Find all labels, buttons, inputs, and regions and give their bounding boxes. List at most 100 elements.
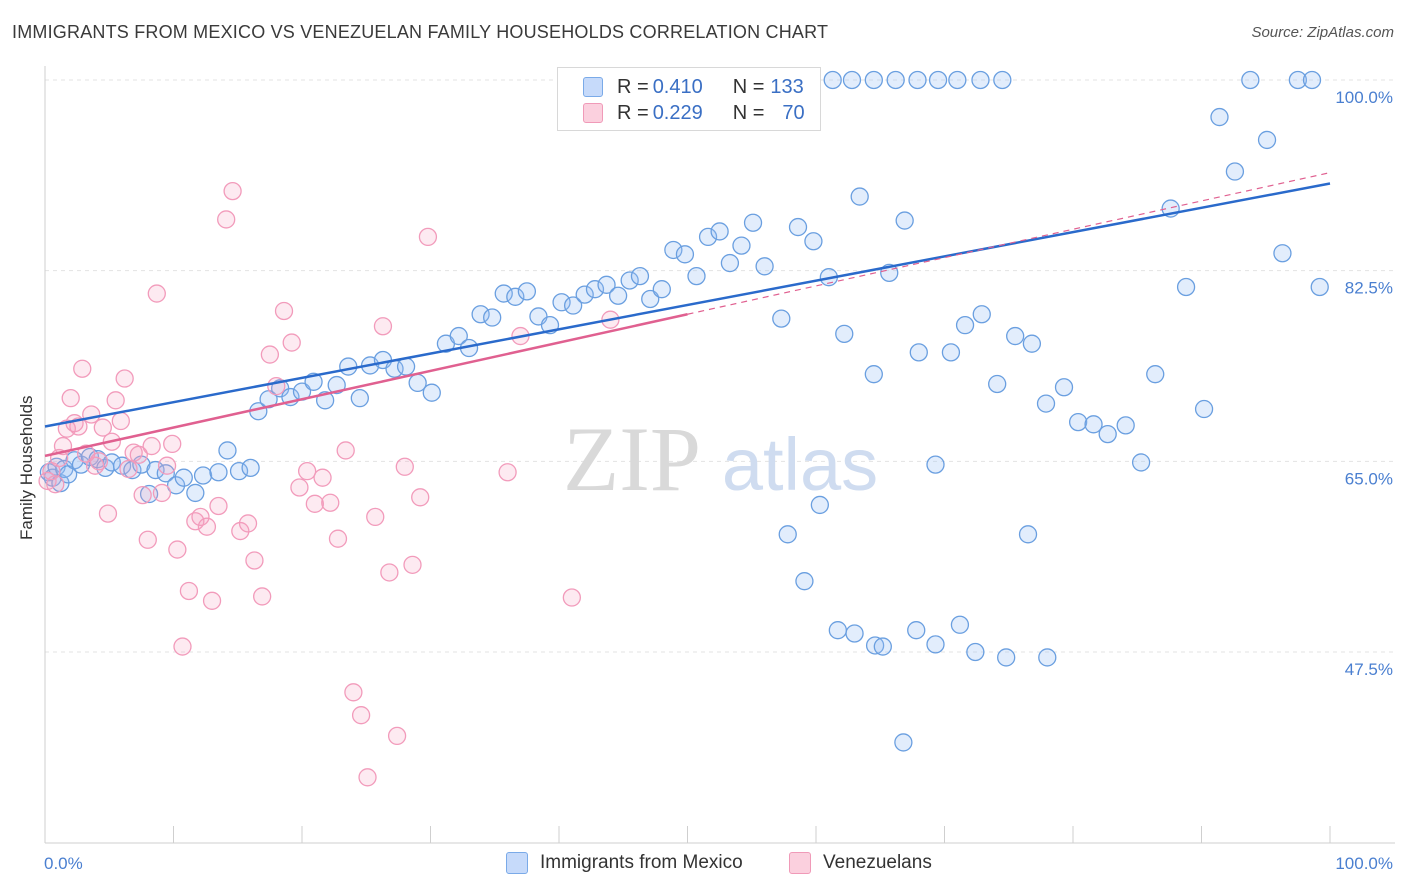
legend-row-venezuelans: R = 0.229 N = 70 — [558, 100, 805, 126]
point-mexico — [1241, 70, 1260, 90]
bottom-legend-item-venezuelans[interactable]: Venezuelans — [789, 852, 932, 874]
point-venezuelans — [202, 591, 222, 610]
point-venezuelans — [163, 434, 182, 454]
stats-legend: R = 0.410 N = 133 R = 0.229 N = 70 — [557, 67, 821, 131]
point-venezuelans — [142, 436, 161, 456]
point-mexico — [641, 289, 660, 309]
point-venezuelans — [344, 683, 363, 702]
point-mexico — [1018, 525, 1038, 544]
point-mexico — [166, 476, 186, 495]
point-mexico — [1302, 70, 1322, 90]
point-mexico — [1194, 399, 1214, 419]
point-mexico — [907, 621, 926, 640]
legend-swatch-mexico — [583, 77, 603, 97]
point-venezuelans — [179, 581, 199, 601]
point-venezuelans — [231, 521, 250, 541]
legend-r-label: R = — [617, 75, 649, 98]
y-axis-label: Family Households — [17, 395, 36, 540]
point-mexico — [720, 253, 740, 273]
point-mexico — [941, 343, 961, 362]
point-mexico — [422, 383, 441, 402]
point-mexico — [229, 461, 249, 481]
point-venezuelans — [115, 369, 134, 388]
point-mexico — [241, 458, 260, 478]
point-mexico — [209, 463, 228, 482]
point-venezuelans — [89, 452, 109, 471]
point-venezuelans — [328, 529, 348, 548]
point-mexico — [1225, 162, 1245, 181]
bottom-legend-item-mexico[interactable]: Immigrants from Mexico — [506, 852, 743, 874]
point-venezuelans — [152, 483, 172, 503]
point-mexico — [585, 280, 605, 299]
legend-r-label: R = — [617, 101, 649, 124]
point-mexico — [687, 266, 706, 286]
point-mexico — [1176, 277, 1196, 297]
point-mexico — [652, 280, 671, 299]
point-venezuelans — [336, 441, 355, 460]
point-mexico — [597, 275, 616, 294]
point-mexico — [845, 624, 864, 643]
point-venezuelans — [73, 359, 92, 378]
point-mexico — [1257, 130, 1277, 150]
point-mexico — [873, 637, 892, 656]
point-mexico — [174, 468, 193, 487]
point-venezuelans — [373, 317, 393, 336]
point-venezuelans — [119, 459, 138, 479]
point-mexico — [186, 483, 205, 503]
legend-n-label: N = — [732, 101, 765, 124]
bottom-legend: Immigrants from Mexico Venezuelans — [0, 852, 1406, 878]
watermark: ZIP atlas — [563, 408, 878, 510]
point-venezuelans — [98, 504, 118, 523]
point-mexico — [755, 257, 774, 276]
point-mexico — [630, 266, 650, 286]
point-mexico — [350, 388, 369, 408]
point-mexico — [864, 365, 883, 384]
trend-line-venezuelans — [44, 313, 688, 458]
y-tick-label: 65.0% — [1345, 469, 1393, 488]
point-mexico — [778, 525, 797, 544]
point-mexico — [1288, 70, 1308, 90]
legend-n-label: N = — [732, 75, 765, 98]
point-venezuelans — [238, 514, 258, 533]
legend-swatch-venezuelans — [583, 103, 603, 123]
point-venezuelans — [111, 411, 130, 431]
point-mexico — [823, 70, 842, 90]
point-mexico — [664, 240, 683, 260]
point-mexico — [1310, 277, 1329, 297]
point-mexico — [955, 315, 975, 335]
point-mexico — [710, 222, 729, 241]
point-venezuelans — [217, 210, 236, 229]
point-mexico — [494, 284, 513, 303]
point-mexico — [886, 70, 905, 90]
bottom-legend-label-mexico: Immigrants from Mexico — [540, 852, 743, 873]
point-venezuelans — [253, 587, 272, 606]
point-mexico — [804, 232, 823, 251]
point-mexico — [997, 648, 1016, 667]
point-mexico — [552, 293, 571, 312]
point-venezuelans — [305, 494, 325, 513]
point-mexico — [966, 642, 985, 662]
point-mexico — [1116, 416, 1135, 435]
point-mexico — [828, 621, 847, 640]
point-mexico — [1054, 378, 1074, 397]
point-venezuelans — [313, 468, 332, 487]
point-mexico — [396, 357, 416, 376]
point-mexico — [506, 287, 525, 306]
point-mexico — [483, 308, 502, 327]
point-venezuelans — [138, 530, 157, 549]
point-mexico — [1006, 326, 1025, 346]
axes — [44, 66, 1395, 844]
point-mexico — [948, 70, 967, 90]
watermark-zip: ZIP — [563, 408, 701, 510]
point-venezuelans — [366, 507, 385, 527]
point-venezuelans — [157, 456, 177, 475]
point-venezuelans — [403, 555, 422, 574]
trend-lines — [44, 172, 1331, 458]
y-tick-label: 47.5% — [1345, 660, 1393, 679]
point-venezuelans — [290, 478, 309, 497]
point-mexico — [864, 70, 883, 90]
point-venezuelans — [297, 461, 317, 481]
point-mexico — [1068, 412, 1088, 432]
point-mexico — [788, 217, 808, 237]
